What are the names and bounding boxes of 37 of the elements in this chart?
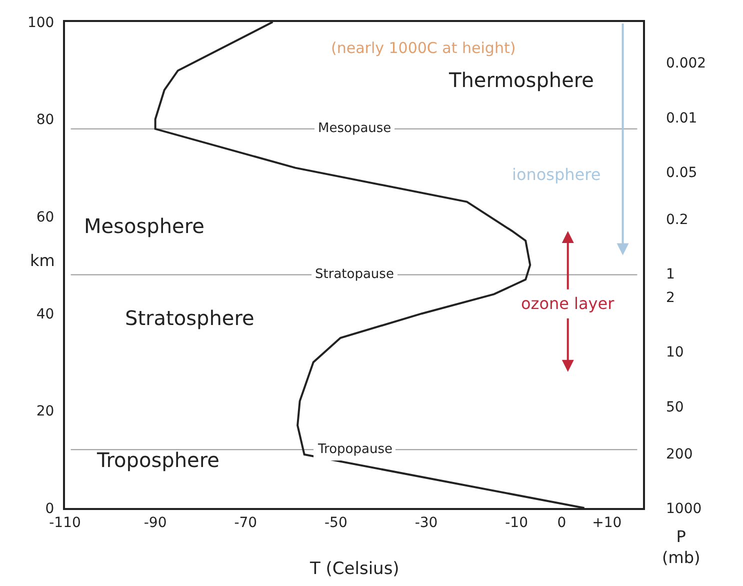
y2-axis-title: P (mb): [662, 527, 700, 567]
y2-tick-label: 0.002: [666, 56, 706, 72]
x-tick-label: -70: [234, 514, 258, 531]
ref-line-label: Stratopause: [315, 267, 394, 282]
y2-tick-label: 0.2: [666, 212, 688, 228]
y2-tick-label: 1000: [666, 500, 702, 517]
x-tick-label: -50: [324, 514, 348, 531]
ref-line-label: Tropopause: [317, 442, 392, 457]
x-tick-label: -90: [144, 514, 167, 531]
annotation: ozone layer: [521, 294, 615, 313]
x-tick-label: +10: [592, 514, 622, 531]
annotation: Troposphere: [96, 448, 220, 472]
y-tick-label: 60: [36, 209, 54, 226]
y2-tick-label: 50: [666, 399, 684, 416]
y-tick-label: 20: [36, 404, 54, 420]
annotation: Thermosphere: [448, 68, 594, 92]
y-tick-label: 80: [36, 112, 54, 128]
annotation: ionosphere: [512, 165, 601, 184]
y2-tick-label: 0.05: [666, 164, 698, 181]
y-tick-label: 100: [27, 14, 54, 31]
x-tick-label: -10: [505, 514, 528, 531]
annotation: Mesosphere: [84, 214, 204, 238]
annotation: Stratosphere: [125, 306, 254, 330]
ref-line-label: Mesopause: [318, 121, 392, 136]
y2-tick-label: 2: [666, 290, 675, 306]
y2-tick-label: 200: [666, 446, 693, 462]
annotation: (nearly 1000C at height): [331, 39, 516, 57]
y-tick-label: 0: [45, 500, 54, 517]
x-tick-label: -110: [49, 514, 81, 531]
x-tick-label: 0: [557, 514, 566, 531]
y-axis-title: km: [30, 251, 55, 270]
x-tick-label: -30: [414, 514, 438, 531]
x-axis-title: T (Celsius): [309, 559, 400, 579]
y-tick-label: 40: [36, 306, 54, 322]
y2-tick-label: 10: [666, 344, 684, 361]
y2-tick-label: 0.01: [666, 110, 698, 126]
y2-tick-label: 1: [666, 266, 675, 283]
